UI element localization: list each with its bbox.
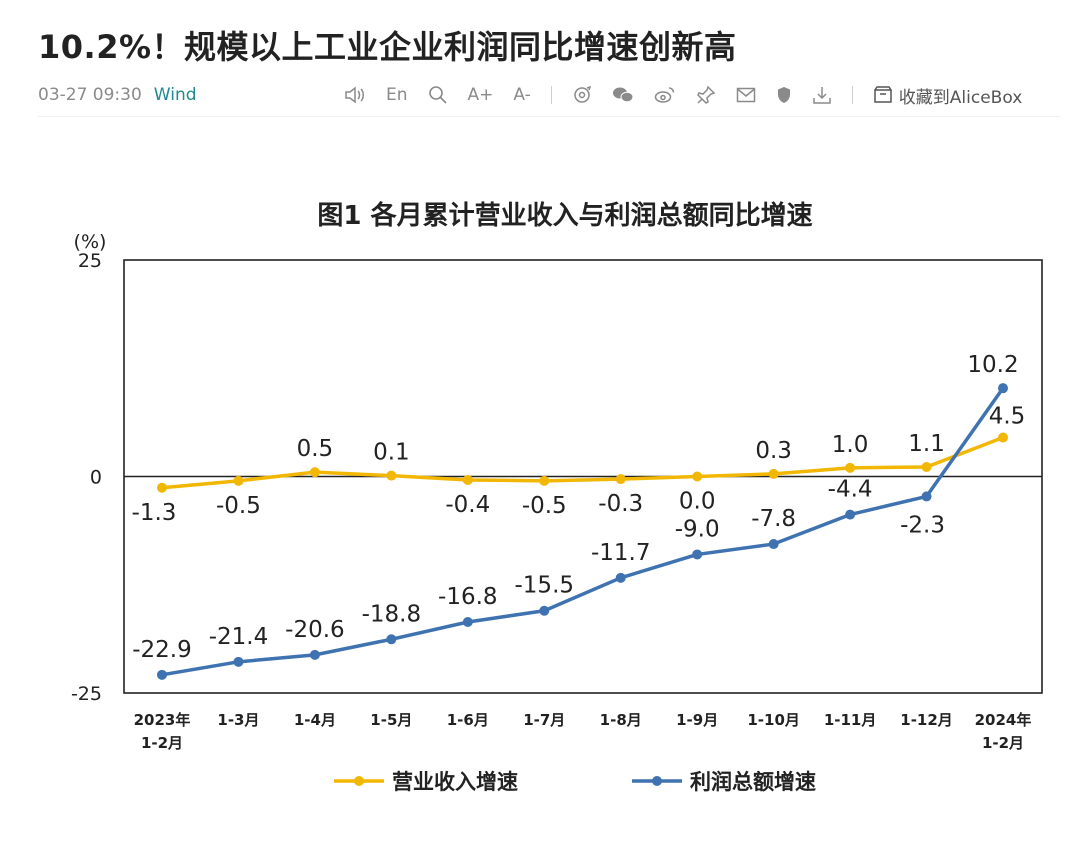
data-point: [845, 509, 856, 520]
data-point: [462, 474, 473, 485]
data-point: [692, 471, 703, 482]
data-label: -0.5: [522, 493, 567, 519]
y-tick-label: 0: [90, 467, 102, 489]
toolbar-divider: [851, 86, 853, 104]
y-axis-unit: (%): [74, 231, 107, 253]
data-label: -9.0: [675, 516, 720, 542]
data-point: [233, 475, 244, 486]
box-icon: [874, 86, 892, 103]
data-point: [462, 616, 473, 627]
data-point: [539, 605, 550, 616]
data-point: [157, 669, 167, 680]
pin-icon[interactable]: [696, 85, 716, 105]
legend-marker: [652, 776, 662, 786]
share-circle-icon[interactable]: [572, 85, 592, 105]
download-icon[interactable]: [812, 85, 832, 105]
data-label: -20.6: [285, 617, 345, 643]
data-label: -1.3: [132, 500, 177, 526]
x-tick-label: 1-4月: [294, 711, 336, 729]
publish-datetime: 03-27 09:30: [38, 85, 142, 105]
x-tick-label: 1-12月: [900, 711, 953, 729]
x-tick-label: 1-7月: [523, 711, 565, 729]
data-label: -0.3: [598, 491, 643, 517]
x-tick-label: 2024年 1-2月: [975, 711, 1032, 752]
data-point: [386, 470, 397, 481]
data-point: [386, 634, 397, 645]
data-point: [768, 468, 779, 479]
search-icon[interactable]: [428, 85, 448, 105]
data-label: -16.8: [438, 584, 498, 610]
line-chart: 图1 各月累计营业收入与利润总额同比增速 (%) 25 0 -25 2023年 1-2月…: [71, 200, 1043, 794]
wechat-icon[interactable]: [612, 86, 634, 104]
data-label: -2.3: [900, 512, 945, 538]
legend-label: 营业收入增速: [392, 770, 518, 794]
data-label: -21.4: [209, 624, 269, 650]
x-tick-label: 1-3月: [217, 711, 259, 729]
legend-marker: [354, 776, 364, 786]
data-point: [998, 383, 1008, 394]
data-label: 10.2: [967, 352, 1018, 378]
mail-icon[interactable]: [736, 87, 756, 103]
data-label: -18.8: [362, 601, 422, 627]
data-label: 0.5: [297, 436, 334, 462]
save-label: 收藏到AliceBox: [898, 87, 1023, 108]
chart-title: 图1 各月累计营业收入与利润总额同比增速: [317, 200, 812, 231]
data-point: [921, 491, 932, 502]
speaker-icon[interactable]: [344, 86, 366, 104]
data-point: [157, 482, 167, 493]
data-point: [692, 549, 703, 560]
data-label: 1.0: [832, 432, 869, 458]
font-increase-button[interactable]: A+: [467, 85, 494, 105]
article-toolbar: En A+ A-: [344, 81, 1022, 109]
data-label: -11.7: [591, 540, 651, 566]
toolbar-divider: [550, 86, 552, 104]
data-label: -0.4: [445, 492, 490, 518]
data-point: [845, 462, 856, 473]
data-point: [998, 432, 1008, 443]
data-label: -22.9: [132, 637, 192, 663]
data-point: [309, 649, 320, 660]
data-label: 4.5: [989, 404, 1026, 430]
series-line-2: [161, 387, 1005, 677]
data-label: 1.1: [908, 431, 945, 457]
data-point: [539, 475, 550, 486]
data-point: [768, 539, 779, 550]
x-tick-label: 1-10月: [747, 711, 800, 729]
data-label: -0.5: [216, 493, 261, 519]
data-point: [233, 656, 244, 667]
data-point: [921, 461, 932, 472]
header-divider: [38, 116, 1060, 117]
data-point: [615, 474, 626, 485]
series-line-1: [161, 435, 1004, 490]
save-to-box-button[interactable]: 收藏到AliceBox: [873, 83, 1022, 108]
data-point: [309, 467, 320, 478]
data-label: 0.1: [373, 440, 410, 466]
source-link[interactable]: Wind: [153, 85, 197, 105]
data-label: -7.8: [751, 506, 796, 532]
lang-toggle[interactable]: En: [386, 85, 408, 105]
x-tick-label: 1-5月: [370, 711, 412, 729]
legend-label: 利润总额增速: [690, 770, 816, 794]
article-title: 10.2%！规模以上工业企业利润同比增速创新高: [38, 28, 737, 66]
y-tick-label: -25: [71, 683, 102, 705]
data-label: -15.5: [515, 573, 575, 599]
shield-icon[interactable]: [776, 86, 792, 104]
font-decrease-button[interactable]: A-: [513, 85, 531, 105]
data-label: -4.4: [828, 477, 873, 503]
x-tick-label: 1-8月: [600, 711, 642, 729]
x-tick-label: 1-11月: [824, 711, 877, 729]
x-tick-label: 2023年 1-2月: [134, 711, 191, 752]
data-point: [615, 572, 626, 583]
x-tick-label: 1-6月: [447, 711, 489, 729]
x-tick-label: 1-9月: [676, 711, 718, 729]
data-label: 0.3: [755, 438, 792, 464]
y-tick-label: 25: [78, 250, 102, 272]
data-label: 0.0: [679, 489, 716, 515]
article-meta: 03-27 09:30 Wind: [38, 83, 197, 107]
weibo-icon[interactable]: [654, 86, 676, 104]
